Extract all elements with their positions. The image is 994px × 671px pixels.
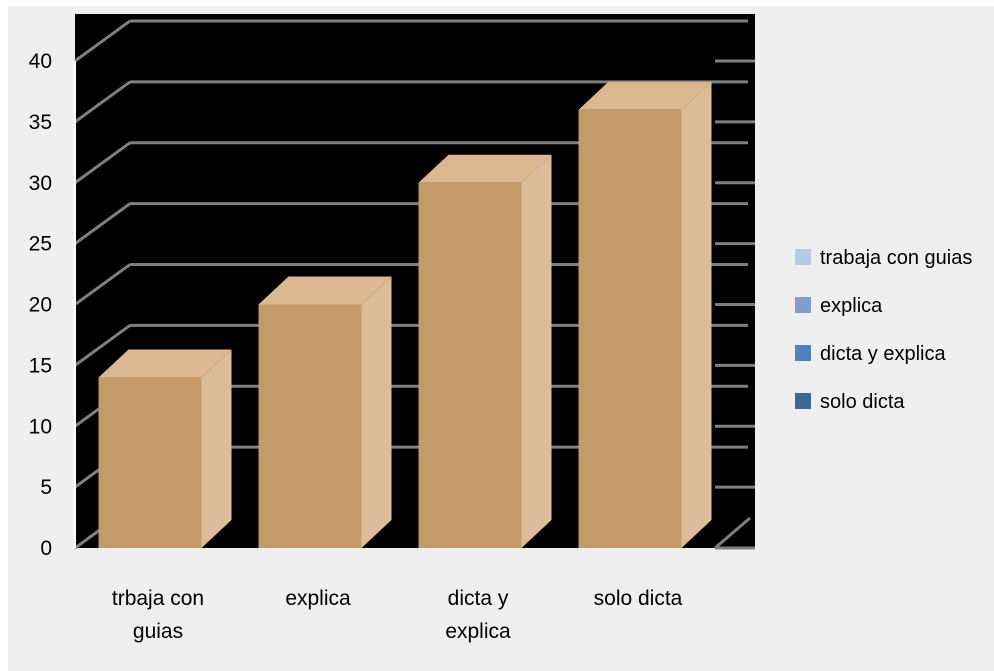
y-tick-label: 0 bbox=[40, 537, 52, 560]
y-tick-label: 5 bbox=[40, 476, 52, 499]
y-tick-label: 15 bbox=[29, 354, 52, 377]
legend-swatch bbox=[795, 297, 811, 313]
legend-label: solo dicta bbox=[820, 391, 905, 413]
legend-swatch bbox=[795, 393, 811, 409]
legend-label: dicta y explica bbox=[820, 343, 946, 365]
bar-top bbox=[98, 349, 232, 378]
y-tick-label: 10 bbox=[29, 415, 52, 438]
bar-top bbox=[258, 276, 392, 305]
bar[interactable] bbox=[258, 304, 362, 549]
gridline-depth bbox=[74, 324, 131, 367]
y-tick-label: 40 bbox=[29, 50, 52, 73]
gridline-depth bbox=[74, 263, 131, 306]
gridline-depth bbox=[74, 141, 131, 184]
gridline-depth bbox=[74, 202, 131, 245]
legend-label: explica bbox=[820, 295, 883, 317]
bar[interactable] bbox=[98, 377, 202, 548]
bar-side bbox=[681, 81, 712, 548]
bar-top bbox=[418, 154, 552, 183]
bar[interactable] bbox=[578, 109, 682, 548]
x-tick-label: trbaja con bbox=[112, 587, 204, 610]
y-tick-label: 25 bbox=[29, 233, 52, 256]
bar-side bbox=[201, 349, 232, 548]
floor-edge bbox=[714, 516, 751, 550]
x-tick-label: solo dicta bbox=[594, 587, 683, 610]
x-tick-label: explica bbox=[445, 620, 511, 643]
bar-side bbox=[361, 276, 392, 548]
legend-swatch bbox=[795, 345, 811, 361]
y-tick-label: 30 bbox=[29, 172, 52, 195]
bar-top bbox=[578, 81, 712, 110]
x-tick-label: guias bbox=[133, 620, 183, 643]
gridline-depth bbox=[74, 80, 131, 124]
bar[interactable] bbox=[418, 182, 522, 548]
legend-swatch bbox=[795, 249, 811, 265]
x-tick-label: explica bbox=[285, 587, 351, 610]
y-tick-label: 35 bbox=[29, 111, 52, 134]
x-tick-label: dicta y bbox=[448, 587, 509, 610]
y-tick-label: 20 bbox=[29, 294, 52, 317]
bar-side bbox=[521, 154, 552, 548]
gridline-depth bbox=[74, 19, 131, 63]
legend-label: trabaja con guias bbox=[820, 247, 972, 269]
